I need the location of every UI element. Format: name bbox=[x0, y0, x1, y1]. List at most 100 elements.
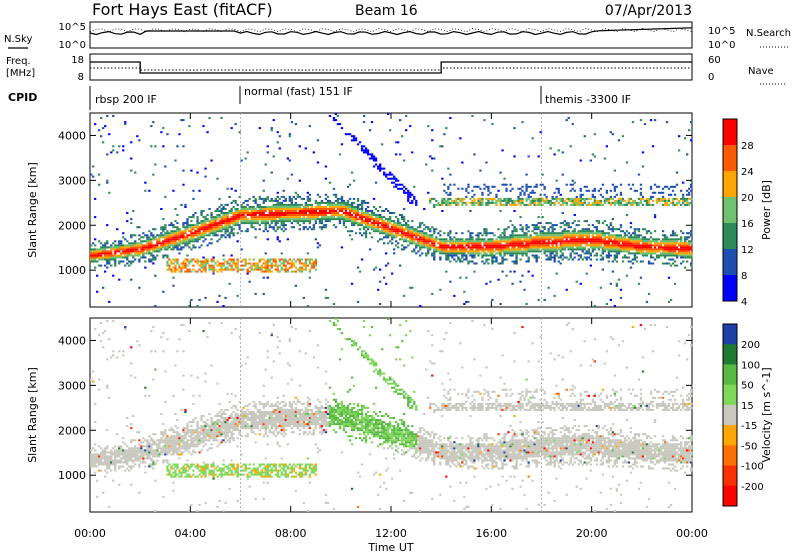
power-cell bbox=[391, 230, 394, 233]
power-cell bbox=[479, 240, 482, 243]
power-cell bbox=[403, 248, 406, 251]
power-cell bbox=[481, 248, 484, 251]
power-cell bbox=[659, 242, 663, 245]
power-cell bbox=[569, 197, 572, 200]
power-cell bbox=[204, 226, 207, 229]
power-cell bbox=[688, 240, 691, 243]
power-cell bbox=[168, 244, 171, 247]
power-cell bbox=[487, 258, 490, 261]
power-cell bbox=[577, 199, 580, 202]
power-cell bbox=[260, 214, 263, 216]
power-cell bbox=[314, 218, 317, 221]
power-cell bbox=[192, 189, 195, 192]
power-cell bbox=[172, 284, 175, 287]
power-cell bbox=[174, 268, 177, 271]
power-cell bbox=[621, 256, 625, 259]
power-cell bbox=[455, 232, 458, 235]
power-cell bbox=[649, 248, 653, 251]
power-cell bbox=[362, 149, 366, 152]
power-cell bbox=[202, 260, 205, 263]
power-cell bbox=[254, 197, 257, 200]
velocity-cell bbox=[126, 461, 129, 464]
power-cell bbox=[617, 234, 621, 237]
power-cell bbox=[338, 220, 342, 223]
power-cell bbox=[429, 238, 432, 241]
power-cell bbox=[688, 187, 691, 190]
power-cell bbox=[665, 185, 669, 188]
power-cell bbox=[252, 214, 255, 216]
power-cell bbox=[266, 208, 269, 210]
power-cell bbox=[260, 222, 263, 225]
power-cell bbox=[509, 240, 512, 243]
power-cell bbox=[663, 234, 667, 237]
power-cell bbox=[94, 256, 97, 259]
power-cell bbox=[583, 240, 586, 243]
power-cell bbox=[515, 203, 518, 206]
power-cell bbox=[451, 244, 454, 247]
power-cell bbox=[370, 155, 374, 158]
power-cell bbox=[453, 252, 456, 255]
power-cell bbox=[389, 240, 392, 243]
velocity-cell bbox=[106, 320, 109, 322]
power-cell bbox=[254, 264, 257, 267]
power-cell bbox=[306, 208, 309, 210]
power-cell bbox=[637, 197, 641, 200]
power-cell bbox=[589, 246, 592, 249]
power-cell bbox=[399, 264, 402, 267]
power-cell bbox=[222, 234, 225, 237]
power-cell bbox=[98, 183, 101, 186]
power-cell bbox=[158, 240, 161, 243]
power-cell bbox=[611, 270, 614, 273]
velocity-cell bbox=[116, 449, 119, 452]
power-cell bbox=[238, 216, 241, 219]
power-cell bbox=[609, 189, 612, 192]
velocity-cell bbox=[92, 459, 95, 462]
power-cell bbox=[184, 238, 187, 241]
velocity-cell bbox=[102, 463, 105, 466]
velocity-cell bbox=[132, 453, 135, 456]
power-cell bbox=[603, 201, 606, 204]
power-cell bbox=[302, 220, 305, 223]
power-cell bbox=[543, 226, 546, 229]
power-cell bbox=[130, 234, 133, 237]
power-cell bbox=[124, 252, 127, 255]
power-cell bbox=[364, 222, 368, 225]
power-cell bbox=[258, 206, 261, 208]
power-cell bbox=[607, 197, 610, 200]
power-cell bbox=[599, 187, 602, 190]
power-cell bbox=[381, 220, 384, 223]
power-cell bbox=[659, 199, 663, 202]
power-cell bbox=[589, 258, 592, 261]
power-cell bbox=[172, 246, 175, 249]
power-cell bbox=[579, 201, 582, 204]
power-cell bbox=[110, 244, 113, 247]
power-cell bbox=[260, 268, 263, 271]
power-cell bbox=[541, 238, 544, 241]
power-cell bbox=[477, 185, 480, 188]
power-cell bbox=[599, 234, 602, 237]
power-cell bbox=[635, 250, 639, 253]
power-cell bbox=[304, 206, 307, 208]
power-cell bbox=[184, 270, 187, 273]
power-cell bbox=[324, 208, 328, 210]
power-cell bbox=[232, 216, 235, 219]
power-cell bbox=[176, 238, 179, 241]
power-cell bbox=[270, 197, 273, 200]
power-cell bbox=[433, 197, 436, 200]
power-cell bbox=[100, 264, 103, 267]
power-cell bbox=[491, 260, 494, 263]
power-cell bbox=[284, 266, 287, 269]
power-cell bbox=[372, 212, 376, 214]
power-cell bbox=[551, 256, 554, 259]
power-cell bbox=[174, 260, 177, 263]
power-cell bbox=[258, 208, 261, 210]
power-cell bbox=[551, 230, 554, 233]
power-cell bbox=[667, 258, 671, 261]
power-cell bbox=[543, 240, 546, 243]
power-cell bbox=[523, 203, 526, 206]
power-cell bbox=[246, 272, 249, 275]
power-cell bbox=[397, 220, 400, 223]
power-cell bbox=[690, 185, 693, 188]
power-cell bbox=[96, 252, 99, 255]
power-cell bbox=[389, 171, 392, 174]
